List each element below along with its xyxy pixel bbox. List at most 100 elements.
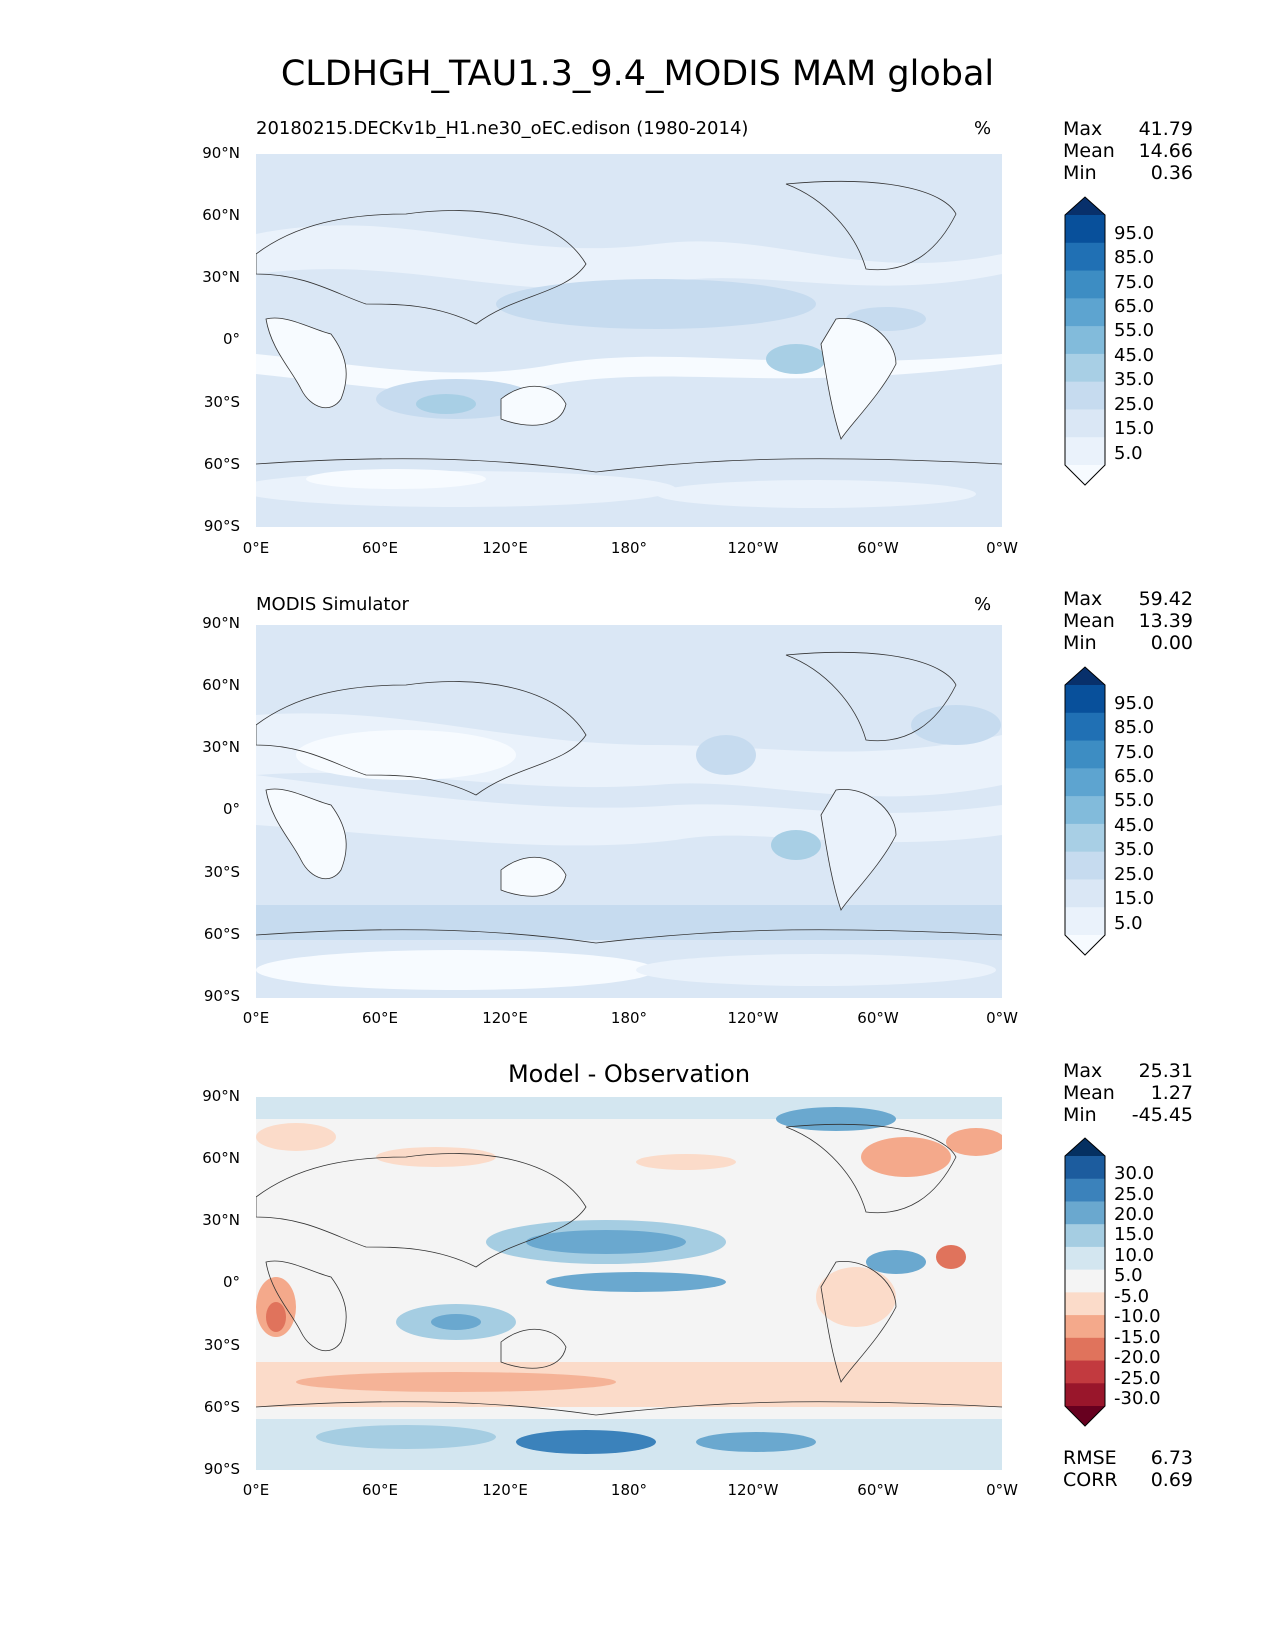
map-model — [256, 154, 1002, 527]
lon-tick: 60°W — [857, 1009, 899, 1027]
lon-tick: 120°E — [482, 1481, 528, 1499]
lon-tick: 180° — [610, 1009, 648, 1027]
colorbar-bin — [1065, 1246, 1105, 1271]
colorbar-bin — [1065, 907, 1105, 936]
colorbar-tick: -10.0 — [1114, 1306, 1161, 1327]
lon-tick: 120°E — [482, 539, 528, 557]
colorbar-bin — [1065, 1383, 1105, 1407]
lat-tick: 90°N — [202, 614, 240, 632]
stat-max: 59.42 — [1138, 588, 1193, 610]
colorbar-bin — [1065, 685, 1105, 714]
colorbar — [1064, 196, 1106, 486]
panel-title: Model - Observation — [507, 1060, 751, 1088]
stat-label: Max — [1063, 588, 1103, 610]
lon-tick: 0°W — [986, 1481, 1018, 1499]
stat-label: RMSE — [1063, 1447, 1117, 1469]
colorbar-tick: 75.0 — [1114, 272, 1155, 293]
colorbar-tick: 55.0 — [1114, 790, 1155, 811]
colorbar-outline — [1064, 666, 1106, 956]
colorbar-bin — [1065, 1156, 1105, 1180]
stat-label: Min — [1063, 632, 1097, 654]
colorbar-bin — [1065, 712, 1105, 742]
stat-mean: 14.66 — [1138, 140, 1193, 162]
stat-label: Min — [1063, 162, 1097, 184]
lat-tick: 30°N — [202, 1211, 240, 1229]
lat-tick: 60°S — [203, 1398, 240, 1416]
lat-tick: 60°S — [203, 925, 240, 943]
lat-tick: 30°N — [202, 738, 240, 756]
colorbar-bin — [1065, 740, 1105, 769]
colorbar-bin — [1065, 381, 1105, 410]
colorbar-tick: 45.0 — [1114, 815, 1155, 836]
lon-tick: 180° — [610, 1481, 648, 1499]
colorbar-tick: -20.0 — [1114, 1347, 1161, 1368]
colorbar — [1064, 1137, 1106, 1427]
colorbar-tick: -30.0 — [1114, 1388, 1161, 1409]
lat-tick: 90°S — [203, 1460, 240, 1478]
lat-tick: 60°N — [202, 1149, 240, 1167]
lon-tick: 60°E — [361, 1481, 399, 1499]
colorbar-bin — [1065, 1292, 1105, 1316]
colorbar-outline — [1064, 1137, 1106, 1427]
colorbar-bin — [1065, 796, 1105, 825]
stat-label: CORR — [1063, 1469, 1118, 1491]
colorbar-extend-top — [1065, 197, 1105, 215]
colorbar-extend-bottom — [1065, 465, 1105, 485]
stat-mean: 13.39 — [1138, 610, 1193, 632]
panel-title: MODIS Simulator — [256, 594, 409, 615]
stat-min: 0.36 — [1150, 162, 1193, 184]
colorbar-extend-bottom — [1065, 1406, 1105, 1426]
colorbar-bin — [1065, 298, 1105, 327]
colorbar-tick: 35.0 — [1114, 369, 1155, 390]
colorbar-tick: 65.0 — [1114, 296, 1155, 317]
lon-tick: 120°W — [727, 539, 779, 557]
stat-label: Max — [1063, 118, 1103, 140]
colorbar-bin — [1065, 1315, 1105, 1339]
lat-tick: 90°N — [202, 144, 240, 162]
colorbar-bin — [1065, 851, 1105, 880]
stat-label: Mean — [1063, 140, 1115, 162]
lon-tick: 60°E — [361, 539, 399, 557]
lon-tick: 120°W — [727, 1009, 779, 1027]
panel-observation: MODIS Simulator % 90°N 60°N 30°N 0° 30°S… — [0, 470, 1275, 1027]
lon-tick: 120°W — [727, 1481, 779, 1499]
colorbar-tick: -15.0 — [1114, 1327, 1161, 1348]
colorbar-extend-bottom — [1065, 935, 1105, 955]
colorbar-tick: 95.0 — [1114, 693, 1155, 714]
colorbar-tick: 25.0 — [1114, 1184, 1155, 1205]
lat-tick: 90°N — [202, 1087, 240, 1105]
colorbar-tick: -25.0 — [1114, 1368, 1161, 1389]
colorbar-bin — [1065, 823, 1105, 853]
stat-max: 25.31 — [1138, 1060, 1193, 1082]
stat-corr: 0.69 — [1150, 1469, 1193, 1491]
lat-tick: 60°S — [203, 455, 240, 473]
lon-tick: 180° — [610, 539, 648, 557]
colorbar-tick: -5.0 — [1114, 1286, 1150, 1307]
colorbar-bin — [1065, 215, 1105, 244]
map-observation — [256, 625, 1002, 998]
units-label: % — [974, 118, 992, 139]
colorbar-tick: 85.0 — [1114, 247, 1155, 268]
stat-min: -45.45 — [1131, 1104, 1193, 1126]
colorbar-tick: 25.0 — [1114, 394, 1155, 415]
colorbar-bin — [1065, 270, 1105, 299]
colorbar-bin — [1065, 409, 1105, 438]
stat-label: Mean — [1063, 1082, 1115, 1104]
colorbar-tick: 45.0 — [1114, 345, 1155, 366]
colorbar-bin — [1065, 437, 1105, 466]
colorbar-bin — [1065, 1224, 1105, 1248]
colorbar-outline — [1064, 196, 1106, 486]
lon-tick: 0°W — [986, 539, 1018, 557]
colorbar-tick: 15.0 — [1114, 1224, 1155, 1245]
colorbar-tick: 10.0 — [1114, 1245, 1155, 1266]
colorbar-tick: 55.0 — [1114, 320, 1155, 341]
colorbar-bin — [1065, 1360, 1105, 1384]
colorbar-tick: 15.0 — [1114, 418, 1155, 439]
colorbar-tick: 5.0 — [1114, 1265, 1143, 1286]
colorbar-tick: 20.0 — [1114, 1204, 1155, 1225]
colorbar-tick: 25.0 — [1114, 864, 1155, 885]
colorbar — [1064, 666, 1106, 956]
error-stats: RMSE 6.73 CORR 0.69 — [1063, 1447, 1193, 1491]
colorbar-tick: 15.0 — [1114, 888, 1155, 909]
colorbar-bin — [1065, 1269, 1105, 1293]
